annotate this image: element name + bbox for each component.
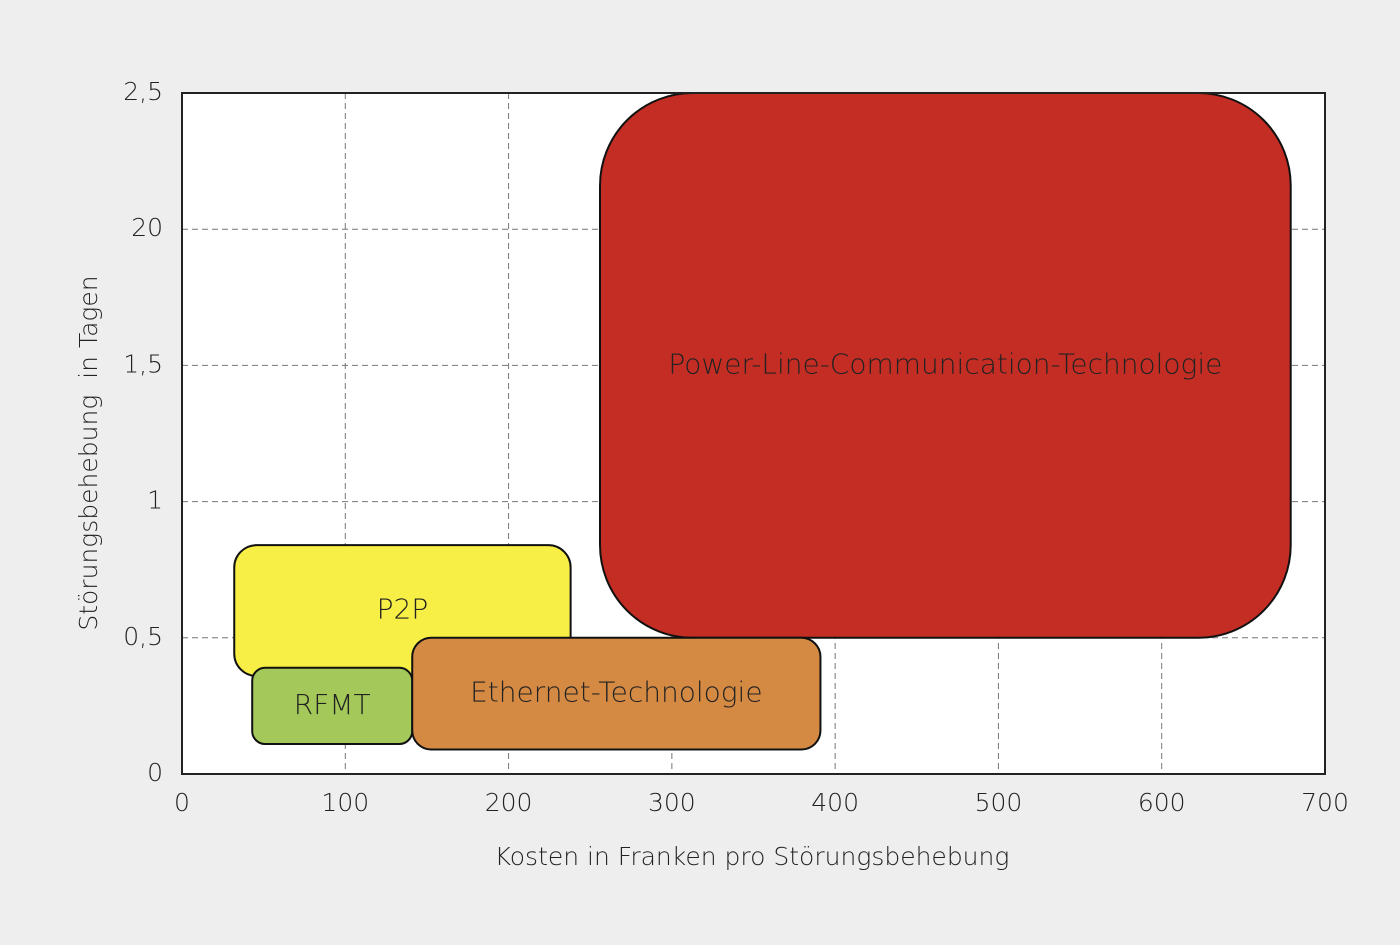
plot-border: [181, 92, 1326, 775]
x-tick-label: 400: [811, 788, 859, 817]
x-tick-label: 300: [648, 788, 696, 817]
x-tick-label: 100: [321, 788, 369, 817]
y-tick-label: 2,5: [123, 77, 163, 106]
y-axis-label: Störungsbehebung in Tagen: [74, 275, 103, 630]
x-tick-label: 600: [1138, 788, 1186, 817]
box-label: Ethernet-Technologie: [470, 676, 762, 709]
box-label: Power-Line-Communication-Technologie: [668, 347, 1222, 380]
range-box: [411, 636, 822, 751]
y-tick-label: 0,5: [123, 622, 163, 651]
box-label: RFMT: [294, 688, 371, 721]
y-tick-label: 0: [147, 758, 163, 787]
y-tick-label: 1,5: [123, 349, 163, 378]
boxes: Power-Line-Communication-Technologie P2P R…: [233, 92, 1292, 751]
y-tick-label: 20: [131, 213, 163, 242]
x-tick-label: 200: [485, 788, 533, 817]
x-tick-label: 500: [975, 788, 1023, 817]
x-tick-label: 700: [1301, 788, 1349, 817]
x-tick-label: 0: [174, 788, 190, 817]
y-tick-label: 1: [147, 486, 163, 515]
box-label: P2P: [377, 593, 429, 626]
x-axis-label: Kosten in Franken pro Störungsbehebung: [495, 842, 1010, 871]
